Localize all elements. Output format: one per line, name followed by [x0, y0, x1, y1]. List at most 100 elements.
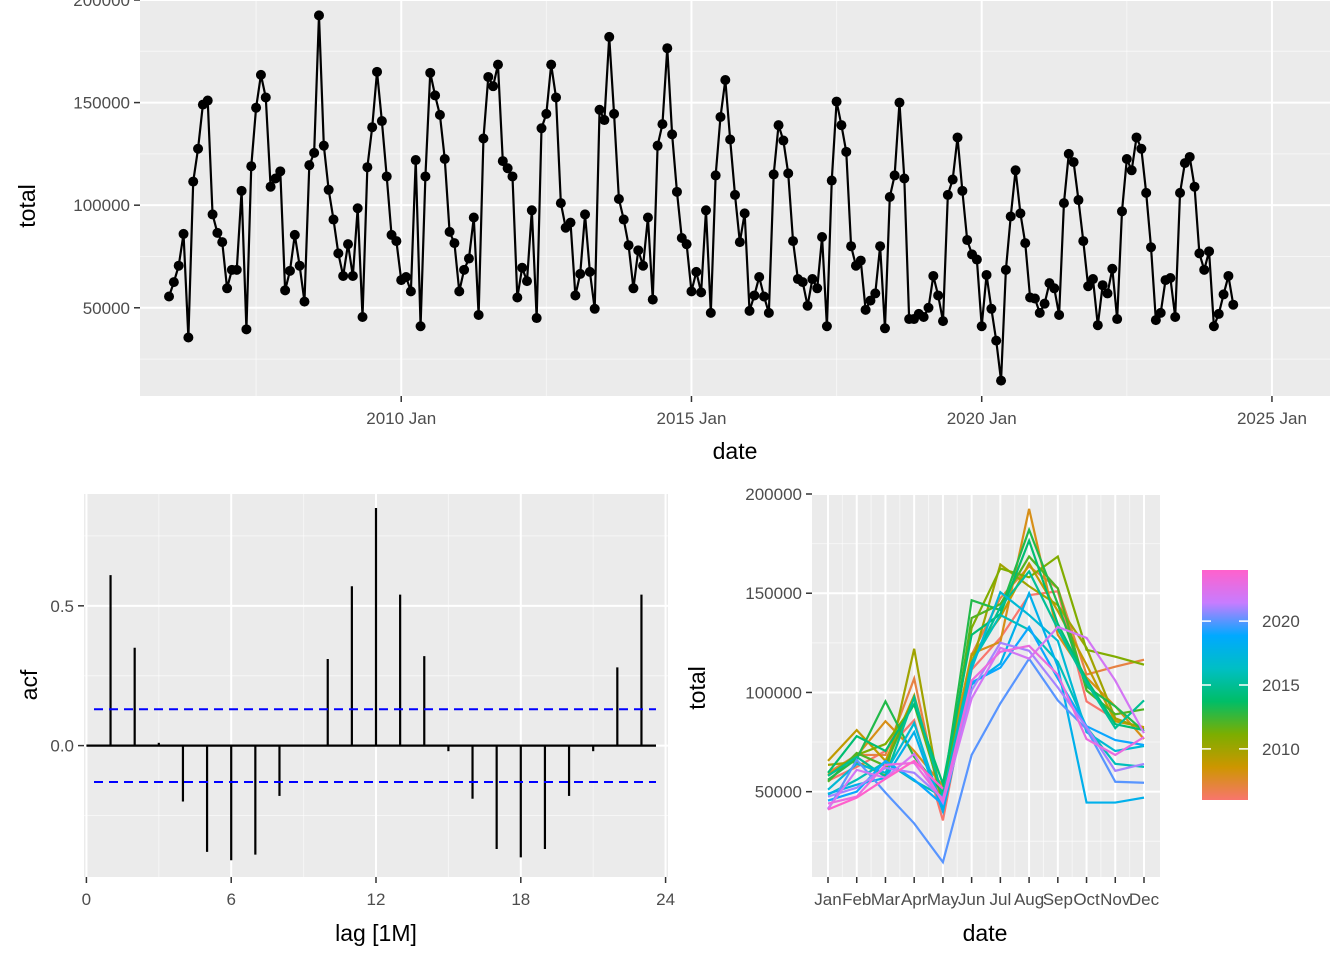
- time-plot-point: [817, 231, 828, 242]
- time-plot-point: [531, 313, 542, 324]
- time-plot-point: [928, 270, 939, 281]
- time-plot-point: [1078, 236, 1089, 247]
- time-plot-point: [778, 135, 789, 146]
- time-plot-point: [168, 277, 179, 288]
- time-plot-point: [173, 260, 184, 271]
- time-plot-point: [241, 324, 252, 335]
- time-plot-point: [710, 170, 721, 181]
- time-plot-point: [962, 235, 973, 246]
- time-plot-point: [1170, 312, 1181, 323]
- time-plot-point: [1039, 298, 1050, 309]
- time-plot-point: [1010, 165, 1021, 176]
- time-plot-point: [521, 276, 532, 287]
- time-plot-point: [323, 184, 334, 195]
- time-plot-point: [996, 375, 1007, 386]
- season-y-tick-label: 200000: [745, 485, 802, 504]
- time-plot-point: [434, 109, 445, 120]
- time-plot-point: [367, 122, 378, 133]
- time-plot-point: [1146, 242, 1157, 253]
- time-plot-point: [497, 156, 508, 167]
- time-plot-y-ticks: 50000 100000 150000 200000: [73, 0, 140, 318]
- time-plot-point: [1020, 238, 1031, 249]
- season-x-tick-label: Nov: [1100, 890, 1131, 909]
- time-plot-point: [734, 237, 745, 248]
- time-plot-point: [1005, 211, 1016, 222]
- time-plot-point: [381, 171, 392, 182]
- time-plot-point: [284, 265, 295, 276]
- time-plot-point: [865, 295, 876, 306]
- time-plot: 50000 100000 150000 200000 2010 Jan 2015 Jan…: [14, 0, 1330, 464]
- time-plot-point: [309, 147, 320, 158]
- time-plot-point: [1112, 314, 1123, 325]
- time-plot-point: [657, 119, 668, 130]
- time-plot-point: [352, 203, 363, 214]
- time-plot-point: [183, 332, 194, 343]
- season-y-tick-label: 50000: [755, 783, 802, 802]
- time-plot-point: [841, 146, 852, 157]
- time-plot-y-tick-label: 150000: [73, 94, 130, 113]
- season-y-tick-label: 100000: [745, 683, 802, 702]
- time-plot-point: [575, 268, 586, 279]
- time-plot-x-tick-label: 2010 Jan: [366, 409, 436, 428]
- time-plot-point: [667, 129, 678, 140]
- season-line-2023: [827, 644, 1145, 805]
- time-plot-point: [570, 290, 581, 301]
- time-plot-point: [1165, 273, 1176, 284]
- season-x-tick-label: Jan: [814, 890, 841, 909]
- time-plot-point: [1116, 206, 1127, 217]
- season-line-2014: [827, 537, 1145, 788]
- time-plot-point: [212, 227, 223, 238]
- acf-plot-y-label: acf: [16, 669, 42, 700]
- time-plot-point: [739, 208, 750, 219]
- time-plot-point: [763, 307, 774, 318]
- time-plot-point: [1136, 143, 1147, 154]
- time-plot-point: [299, 296, 310, 307]
- season-plot-x-label: date: [963, 920, 1008, 946]
- time-plot-point: [623, 240, 634, 251]
- time-plot-point: [609, 108, 620, 119]
- time-plot-point: [1087, 274, 1098, 285]
- time-plot-point: [879, 323, 890, 334]
- time-plot-point: [551, 92, 562, 103]
- acf-plot-bars: [86, 507, 656, 861]
- season-line-2006: [827, 590, 1145, 821]
- time-plot-point: [662, 43, 673, 54]
- time-plot-point: [1199, 264, 1210, 275]
- time-plot-point: [933, 290, 944, 301]
- time-plot-point: [1107, 263, 1118, 274]
- time-plot-x-label: date: [713, 438, 758, 464]
- time-plot-point: [405, 286, 416, 297]
- time-plot-point: [768, 169, 779, 180]
- season-x-tick-label: Apr: [901, 890, 928, 909]
- time-plot-point: [889, 170, 900, 181]
- acf-y-tick-label: 0.5: [50, 597, 74, 616]
- time-plot-point: [1218, 289, 1229, 300]
- time-plot-point: [642, 212, 653, 223]
- acf-plot: 0.0 0.5 0 6 12 18 24 lag [1M] acf: [16, 494, 675, 946]
- time-plot-point: [1063, 148, 1074, 159]
- season-x-tick-label: Aug: [1014, 890, 1044, 909]
- time-plot-point: [860, 304, 871, 315]
- color-legend-ticks: 2020 2015 2010: [1202, 612, 1300, 759]
- time-plot-point: [222, 283, 233, 294]
- time-plot-point: [357, 312, 368, 323]
- time-plot-point: [1208, 321, 1219, 332]
- time-plot-point: [541, 108, 552, 119]
- time-plot-point: [376, 116, 387, 127]
- time-plot-point: [468, 212, 479, 223]
- time-plot-y-tick-label: 100000: [73, 196, 130, 215]
- time-plot-point: [759, 291, 770, 302]
- time-plot-point: [463, 253, 474, 264]
- season-line-2020: [827, 656, 1145, 865]
- time-plot-point: [188, 176, 199, 187]
- season-x-tick-label: Dec: [1129, 890, 1160, 909]
- time-plot-point: [923, 302, 934, 313]
- acf-plot-x-ticks: 0 6 12 18 24: [82, 877, 675, 909]
- time-plot-point: [812, 283, 823, 294]
- time-plot-point: [580, 209, 591, 220]
- time-plot-point: [952, 132, 963, 143]
- time-plot-point: [372, 66, 383, 77]
- time-plot-point: [1189, 181, 1200, 192]
- time-plot-point: [971, 254, 982, 265]
- time-plot-y-tick-label: 200000: [73, 0, 130, 10]
